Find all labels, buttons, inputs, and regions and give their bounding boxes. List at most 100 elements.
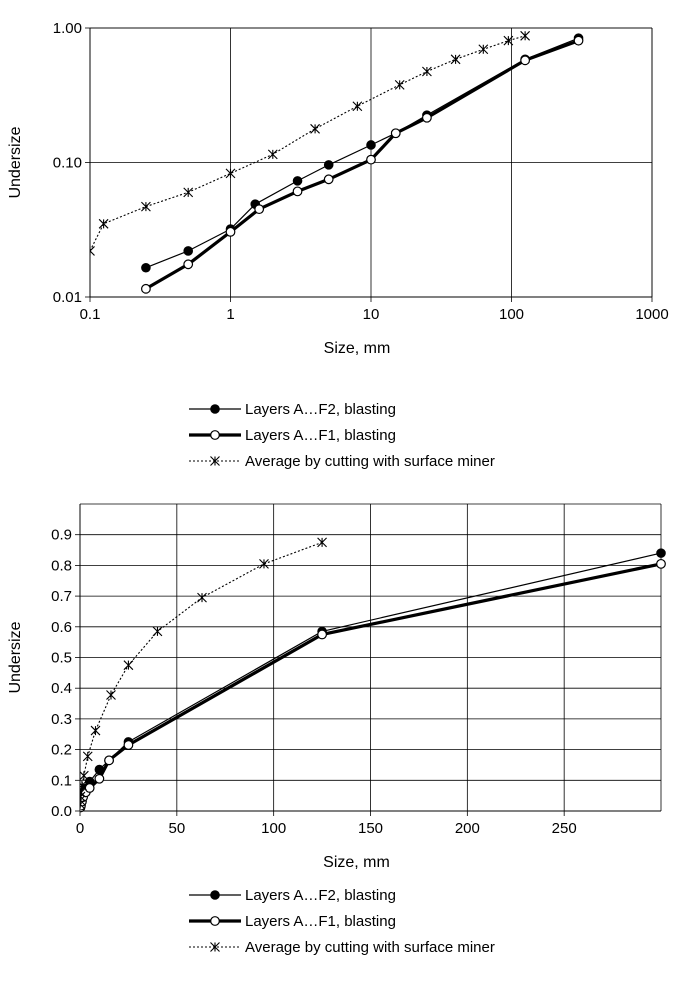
legend-swatch-marker <box>210 404 220 414</box>
series-group <box>90 30 584 294</box>
legend-label: Average by cutting with surface miner <box>245 453 495 470</box>
x-tick-labels: 0.1 1 10 100 1000 <box>80 306 669 323</box>
y-axis-title: Undersize <box>7 621 24 693</box>
data-point <box>254 204 265 215</box>
data-point <box>225 226 236 237</box>
data-point <box>267 149 278 160</box>
data-point <box>183 187 194 198</box>
data-point <box>259 558 269 569</box>
legend-swatch-marker <box>210 456 220 466</box>
data-point <box>323 174 334 185</box>
y-tick-label: 0.2 <box>51 742 72 759</box>
data-point <box>520 30 531 41</box>
y-tick-label: 0.10 <box>53 155 82 172</box>
data-point <box>656 548 666 558</box>
data-point <box>183 259 194 270</box>
legend-swatch-marker <box>210 942 220 952</box>
data-point <box>197 592 207 603</box>
data-point <box>84 783 95 793</box>
data-point <box>106 690 116 700</box>
data-point <box>94 773 105 784</box>
data-point <box>141 262 151 273</box>
data-point <box>450 54 461 65</box>
data-point <box>80 787 86 798</box>
legend-label: Layers A…F1, blasting <box>245 427 396 444</box>
data-point <box>90 246 95 256</box>
legend-item-2: Layers A…F1, blasting <box>189 427 396 444</box>
y-tick-label: 0.8 <box>51 557 72 574</box>
data-point <box>292 186 303 197</box>
data-point <box>80 770 89 781</box>
x-tick-label: 100 <box>261 820 286 837</box>
data-point <box>573 35 584 46</box>
legend-label: Layers A…F2, blasting <box>245 401 396 418</box>
chart-1: 0.1 1 10 100 1000 0.01 0.10 1.00 Size, mm Undersi… <box>7 20 669 470</box>
y-tick-label: 0.4 <box>51 680 72 697</box>
data-point <box>656 558 666 569</box>
data-point <box>310 123 320 134</box>
data-point <box>366 154 376 165</box>
series-line <box>90 35 526 252</box>
data-point <box>352 101 363 112</box>
y-tick-label: 0.6 <box>51 619 72 636</box>
data-point <box>123 740 134 750</box>
legend: Layers A…F2, blasting Layers A…F1, blasti… <box>189 887 495 956</box>
series-2 <box>141 35 584 294</box>
data-point <box>394 79 405 90</box>
series-3 <box>90 30 531 256</box>
x-tick-label: 0.1 <box>80 306 101 323</box>
data-point <box>123 660 134 671</box>
data-point <box>90 725 101 736</box>
data-point <box>323 160 334 170</box>
x-tick-label: 250 <box>552 820 577 837</box>
y-tick-label: 0.0 <box>51 803 72 820</box>
data-point <box>141 283 151 294</box>
legend: Layers A…F2, blasting Layers A…F1, blasti… <box>189 401 495 470</box>
series-group <box>80 537 666 813</box>
y-axis-title: Undersize <box>7 126 24 198</box>
chart-2: 0 50 100 150 200 2500.00.10.20.30.40.50.60.70… <box>7 503 666 956</box>
y-tick-label: 0.01 <box>53 289 82 306</box>
data-point <box>225 168 236 179</box>
y-tick-label: 1.00 <box>53 20 82 37</box>
data-point <box>478 44 489 55</box>
y-tick-label: 0.3 <box>51 711 72 728</box>
legend-label: Layers A…F1, blasting <box>245 913 396 930</box>
data-point <box>80 780 87 791</box>
y-tick-label: 0.9 <box>51 527 72 544</box>
data-point <box>390 128 401 139</box>
legend-swatch-marker <box>210 916 220 926</box>
x-tick-labels: 0 50 100 150 200 250 <box>76 820 577 837</box>
data-point <box>82 751 93 762</box>
x-tick-label: 50 <box>168 820 185 837</box>
y-tick-label: 0.1 <box>51 772 72 789</box>
legend-item-1: Layers A…F2, blasting <box>189 401 396 418</box>
x-tick-label: 200 <box>455 820 480 837</box>
data-point <box>292 176 303 186</box>
data-point <box>317 629 327 640</box>
y-tick-labels: 0.01 0.10 1.00 <box>53 20 82 306</box>
x-tick-label: 0 <box>76 820 84 837</box>
data-point <box>183 246 194 256</box>
y-tick-labels: 0.0 0.1 0.2 0.3 0.4 0.5 0.6 0.7 0.8 0.9 <box>51 527 72 820</box>
data-point <box>520 55 531 66</box>
legend-item-2: Layers A…F1, blasting <box>189 913 396 930</box>
y-tick-label: 0.5 <box>51 650 72 667</box>
x-axis-title: Size, mm <box>324 340 391 357</box>
data-point <box>317 537 327 548</box>
data-point <box>98 218 109 229</box>
legend-swatch-marker <box>210 430 220 440</box>
legend-swatch-marker <box>210 890 220 900</box>
data-point <box>141 201 151 212</box>
legend-item-1: Layers A…F2, blasting <box>189 887 396 904</box>
series-3 <box>80 537 327 810</box>
x-tick-label: 10 <box>363 306 380 323</box>
x-tick-label: 1000 <box>635 306 668 323</box>
data-point <box>503 35 514 46</box>
data-point <box>152 626 163 637</box>
legend-label: Average by cutting with surface miner <box>245 939 495 956</box>
y-tick-label: 0.7 <box>51 588 72 605</box>
data-point <box>104 755 114 766</box>
legend-item-3: Average by cutting with surface miner <box>189 453 495 470</box>
